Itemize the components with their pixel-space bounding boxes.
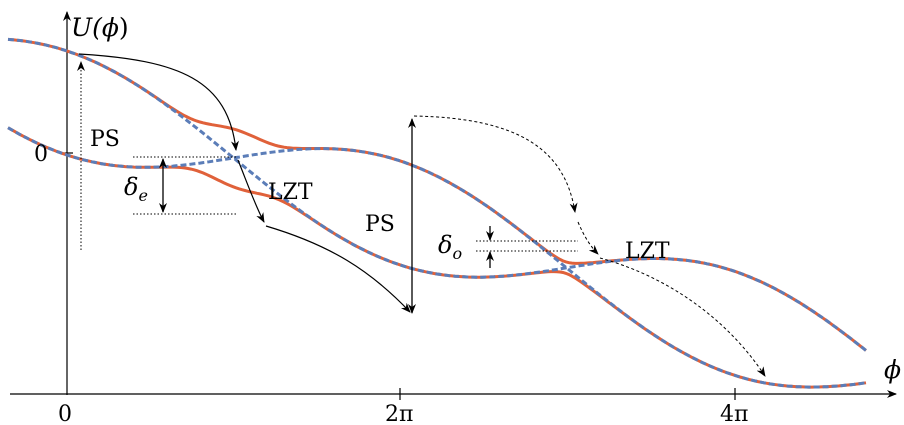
transition-arrow-dashed-lzt bbox=[577, 221, 599, 255]
delta-e-label: δe bbox=[124, 173, 148, 205]
lzt-left-label: LZT bbox=[268, 180, 313, 205]
y-axis-label: U(ϕ) bbox=[71, 13, 129, 42]
x-tick-label-0: 0 bbox=[58, 402, 72, 425]
delta-o-label: δo bbox=[438, 231, 462, 263]
x-axis-label: ϕ bbox=[884, 355, 901, 384]
x-tick-label-4pi: 4π bbox=[720, 402, 748, 425]
transition-arrow-to-minimum bbox=[265, 225, 411, 313]
ps-left-label: PS bbox=[90, 127, 120, 152]
ps-middle-label: PS bbox=[365, 212, 395, 237]
transition-arrow-dashed-top bbox=[413, 115, 578, 213]
transition-arrow-lzt-left bbox=[237, 159, 265, 223]
y-tick-zero-label: 0 bbox=[34, 142, 48, 167]
transition-arrow-dashed-bottom bbox=[599, 257, 766, 377]
x-tick-label-2pi: 2π bbox=[385, 402, 413, 425]
diabatic-curve-1 bbox=[7, 37, 867, 352]
diabatic-curve-2 bbox=[7, 126, 867, 389]
transition-arrow-top-to-crossing bbox=[78, 53, 239, 151]
lzt-right-label: LZT bbox=[625, 239, 670, 264]
